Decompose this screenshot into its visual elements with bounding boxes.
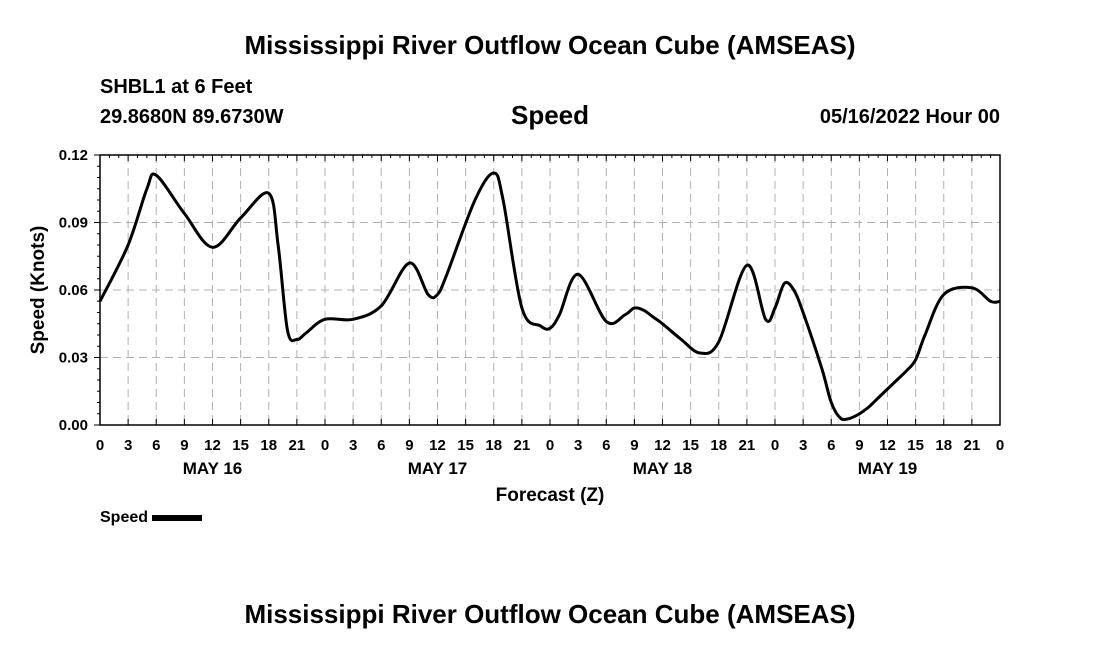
x-tick-label: 21 bbox=[514, 437, 531, 454]
station-coordinates: 29.8680N 89.6730W bbox=[100, 106, 284, 128]
axis-ticks bbox=[94, 154, 1001, 426]
second-chart-title: Mississippi River Outflow Ocean Cube (AM… bbox=[244, 599, 856, 629]
y-tick-label: 0.12 bbox=[59, 147, 88, 164]
x-tick-label: 6 bbox=[377, 437, 385, 454]
x-tick-label: 21 bbox=[289, 437, 306, 454]
x-tick-label: 6 bbox=[602, 437, 610, 454]
x-tick-label: 0 bbox=[321, 437, 329, 454]
y-tick-label: 0.09 bbox=[59, 215, 88, 232]
x-tick-label: 0 bbox=[546, 437, 554, 454]
x-tick-label: 18 bbox=[485, 437, 502, 454]
x-tick-label: 15 bbox=[682, 437, 699, 454]
x-tick-label: 12 bbox=[879, 437, 896, 454]
x-tick-label: 9 bbox=[855, 437, 863, 454]
x-tick-label: 18 bbox=[710, 437, 727, 454]
x-tick-label: 12 bbox=[654, 437, 671, 454]
x-axis-title: Forecast (Z) bbox=[496, 485, 605, 506]
y-axis-title: Speed (Knots) bbox=[28, 226, 49, 355]
x-tick-label: 3 bbox=[574, 437, 582, 454]
x-tick-label: 6 bbox=[827, 437, 835, 454]
y-tick-labels: 0.00 0.03 0.06 0.09 0.12 bbox=[59, 147, 88, 434]
day-label: MAY 17 bbox=[408, 459, 468, 478]
x-tick-label: 3 bbox=[799, 437, 807, 454]
x-tick-label: 12 bbox=[429, 437, 446, 454]
y-tick-label: 0.03 bbox=[59, 350, 88, 367]
chart-main-title: Mississippi River Outflow Ocean Cube (AM… bbox=[244, 30, 856, 60]
y-tick-label: 0.06 bbox=[59, 282, 88, 299]
legend-label: Speed bbox=[100, 509, 149, 526]
day-label: MAY 16 bbox=[183, 459, 243, 478]
chart-subtitle: Speed bbox=[510, 100, 590, 130]
x-tick-label: 9 bbox=[180, 437, 188, 454]
x-tick-label: 15 bbox=[907, 437, 924, 454]
x-tick-label: 0 bbox=[996, 437, 1004, 454]
x-tick-label: 12 bbox=[204, 437, 221, 454]
x-tick-label: 15 bbox=[232, 437, 249, 454]
grid-lines bbox=[100, 155, 1000, 425]
x-tick-label: 21 bbox=[739, 437, 756, 454]
speed-series-line bbox=[98, 171, 1001, 422]
x-tick-label: 6 bbox=[152, 437, 160, 454]
y-tick-label: 0.00 bbox=[59, 417, 88, 434]
x-tick-labels: 0 3 6 9 12 15 18 21 0 3 6 9 12 15 18 21 0 3 6 9 12 15 18 21 0 3 6 9… bbox=[96, 437, 1004, 454]
x-tick-label: 3 bbox=[349, 437, 357, 454]
x-tick-label: 18 bbox=[260, 437, 277, 454]
day-label: MAY 19 bbox=[858, 459, 918, 478]
x-tick-label: 18 bbox=[935, 437, 952, 454]
x-tick-label: 9 bbox=[405, 437, 413, 454]
x-tick-label: 3 bbox=[124, 437, 132, 454]
x-tick-label: 0 bbox=[96, 437, 104, 454]
day-labels: MAY 16 MAY 17 MAY 18 MAY 19 bbox=[183, 459, 918, 478]
x-tick-label: 21 bbox=[964, 437, 981, 454]
x-tick-label: 0 bbox=[771, 437, 779, 454]
station-label: SHBL1 at 6 Feet bbox=[100, 76, 253, 98]
day-label: MAY 18 bbox=[633, 459, 693, 478]
x-tick-label: 15 bbox=[457, 437, 474, 454]
forecast-datetime: 05/16/2022 Hour 00 bbox=[819, 106, 1000, 128]
legend-swatch bbox=[152, 514, 203, 521]
chart-legend: Speed bbox=[100, 509, 203, 527]
x-tick-label: 9 bbox=[630, 437, 638, 454]
